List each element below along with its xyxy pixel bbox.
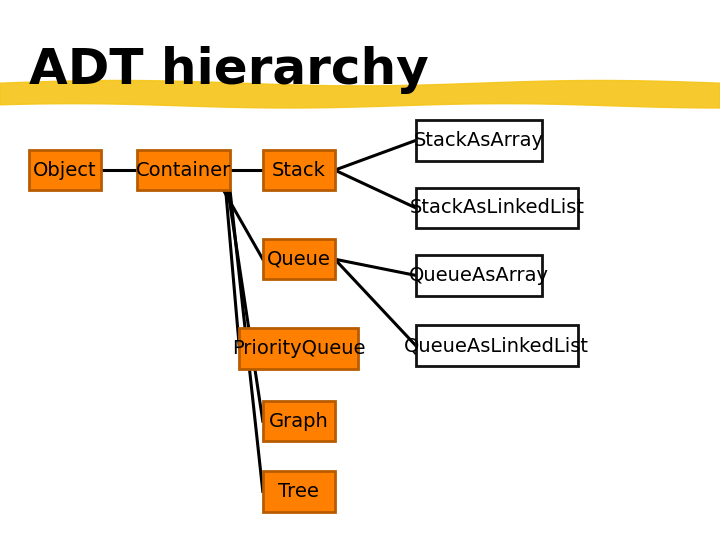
- Text: PriorityQueue: PriorityQueue: [232, 339, 366, 358]
- FancyBboxPatch shape: [137, 150, 230, 190]
- FancyBboxPatch shape: [263, 471, 335, 512]
- FancyBboxPatch shape: [416, 325, 577, 366]
- FancyBboxPatch shape: [263, 401, 335, 442]
- Text: Queue: Queue: [267, 249, 330, 269]
- FancyBboxPatch shape: [239, 328, 358, 368]
- Text: QueueAsArray: QueueAsArray: [409, 266, 549, 285]
- Text: Container: Container: [136, 160, 231, 180]
- Text: StackAsLinkedList: StackAsLinkedList: [409, 198, 585, 218]
- Text: StackAsArray: StackAsArray: [414, 131, 544, 150]
- Text: ADT hierarchy: ADT hierarchy: [29, 46, 428, 94]
- FancyBboxPatch shape: [263, 150, 335, 190]
- Text: QueueAsLinkedList: QueueAsLinkedList: [405, 336, 589, 355]
- FancyBboxPatch shape: [416, 188, 577, 228]
- Polygon shape: [0, 80, 720, 108]
- Text: Stack: Stack: [272, 160, 325, 180]
- Text: Tree: Tree: [279, 482, 319, 501]
- Text: Graph: Graph: [269, 411, 328, 431]
- FancyBboxPatch shape: [416, 120, 541, 160]
- Text: Object: Object: [33, 160, 96, 180]
- FancyBboxPatch shape: [263, 239, 335, 280]
- FancyBboxPatch shape: [29, 150, 101, 190]
- FancyBboxPatch shape: [416, 255, 541, 296]
